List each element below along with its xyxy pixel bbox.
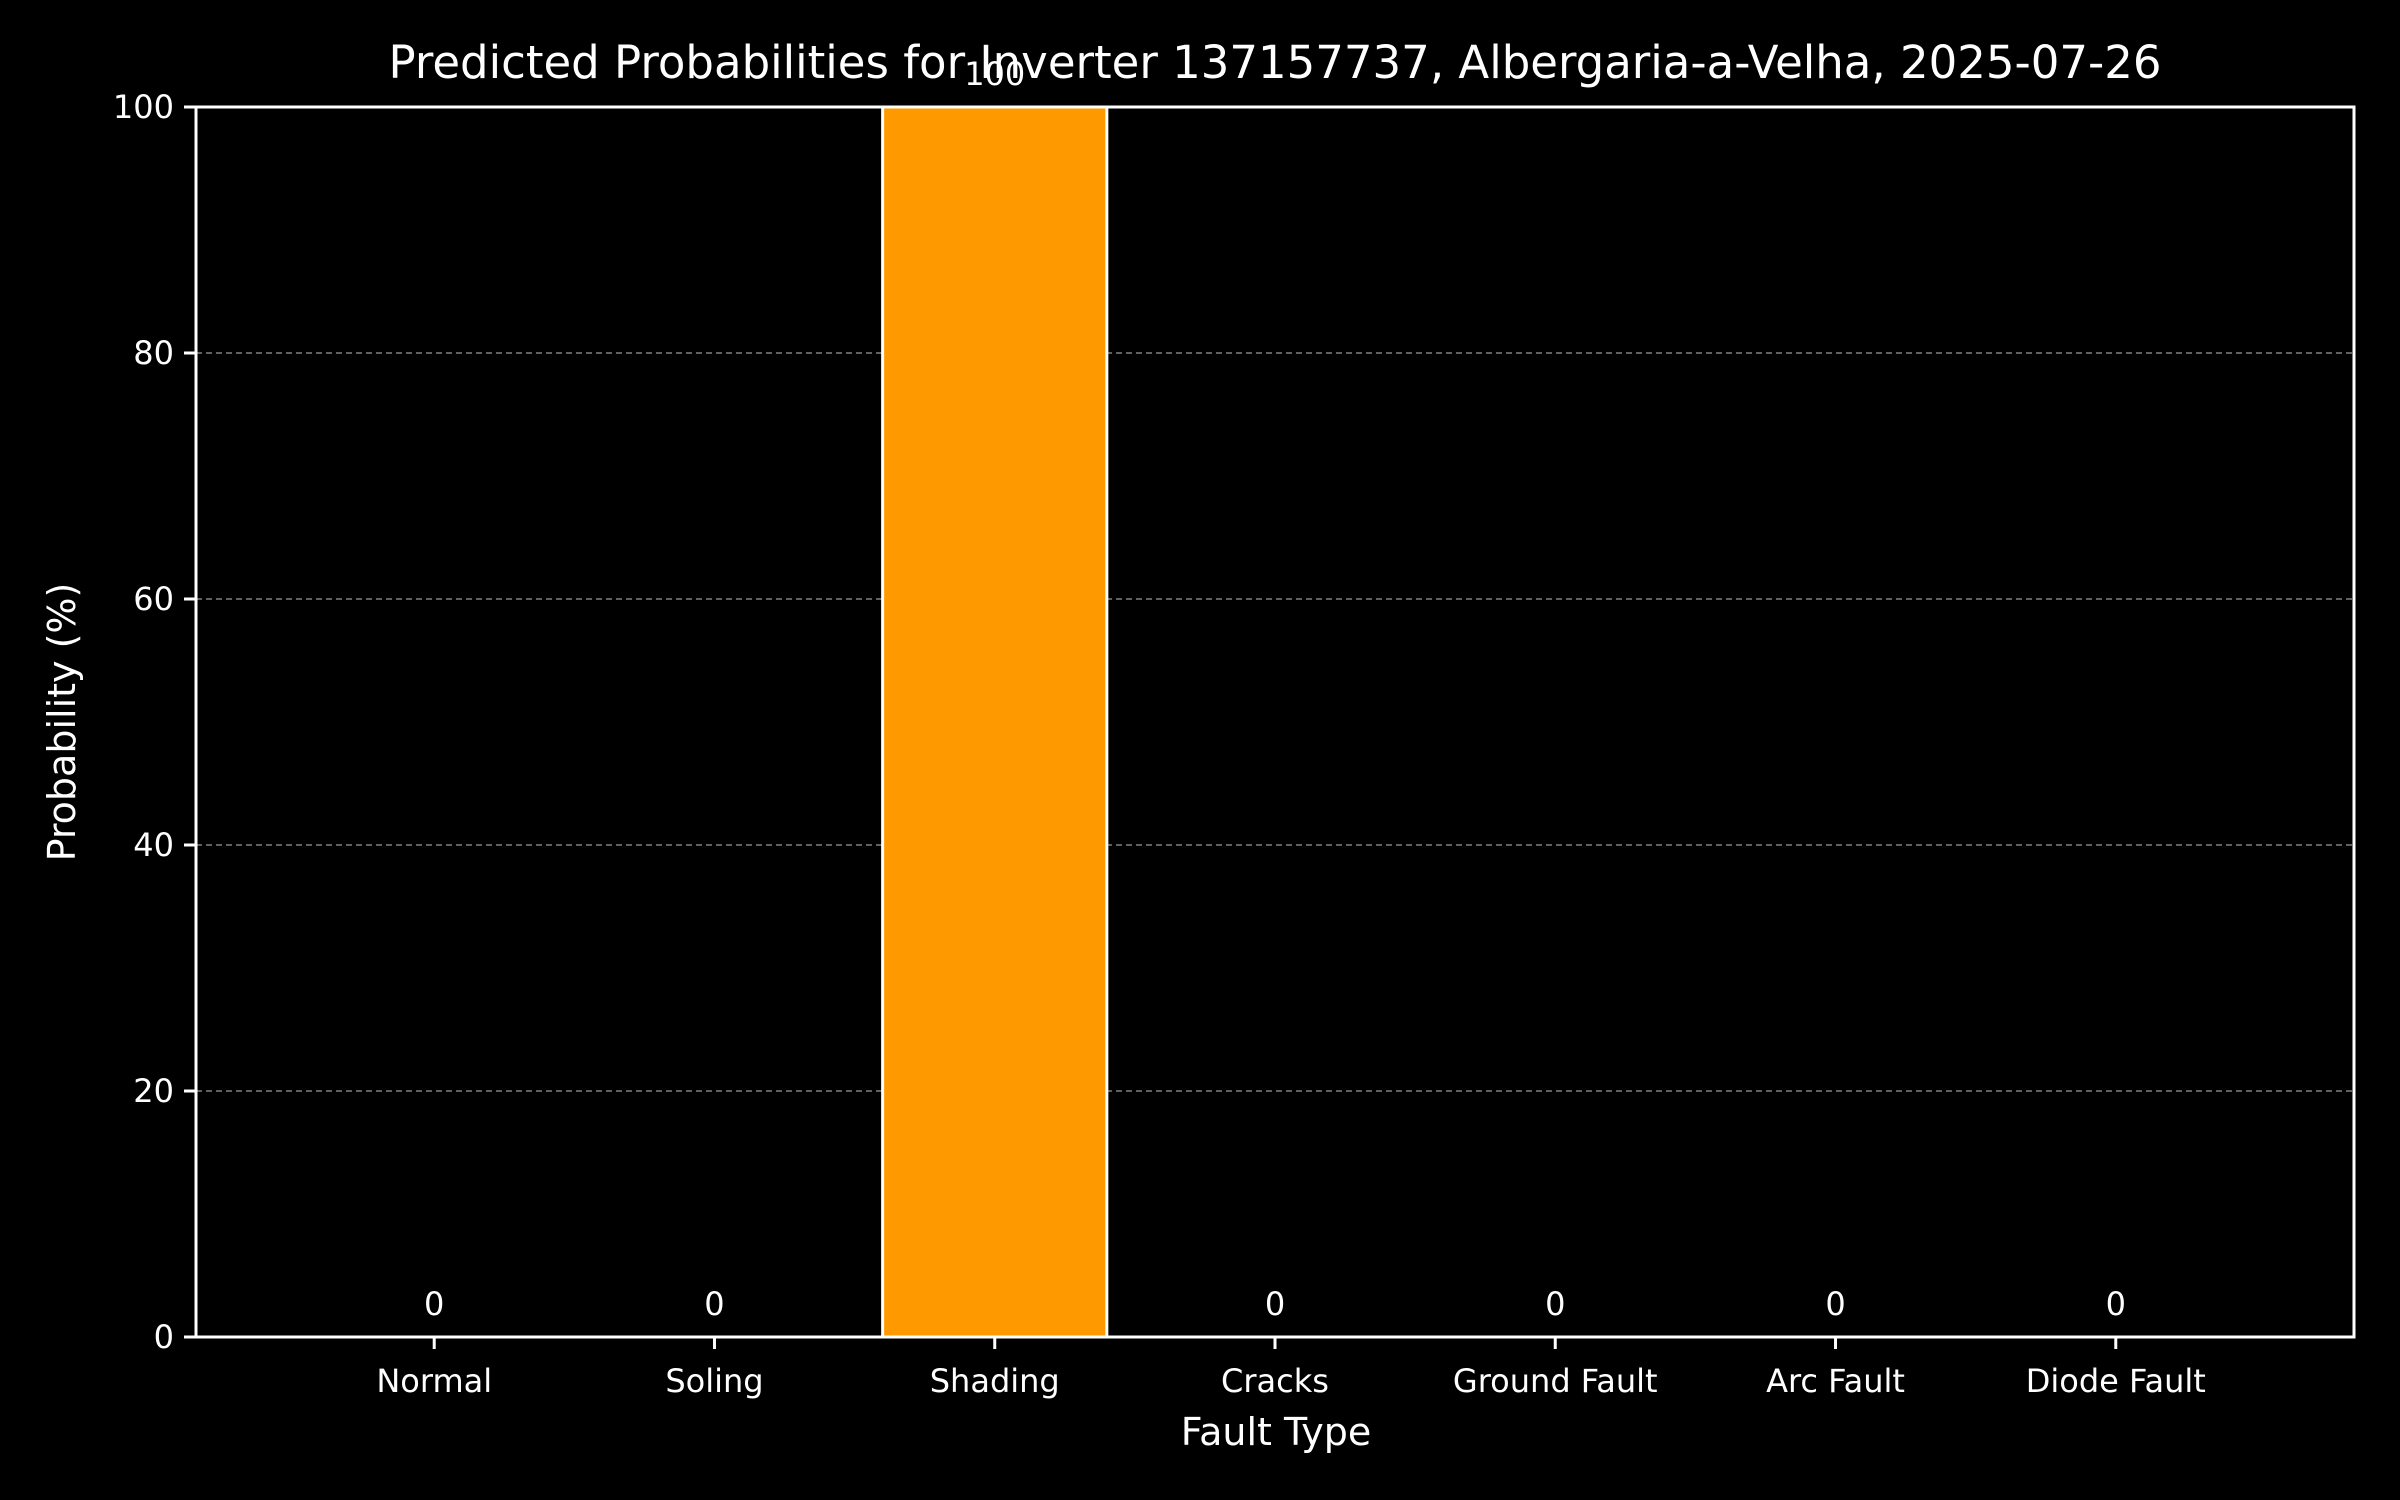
y-tick-label: 60 — [133, 580, 174, 618]
y-axis-label: Probability (%) — [40, 583, 84, 862]
data-labels: 0 0 100 0 0 0 0 — [424, 55, 2126, 1323]
bars — [881, 105, 1109, 1339]
x-tick-label: Ground Fault — [1453, 1362, 1658, 1400]
bar-shading — [881, 105, 1109, 1339]
x-tick-label: Cracks — [1221, 1362, 1329, 1400]
x-tick-label: Shading — [930, 1362, 1060, 1400]
x-tick-label: Diode Fault — [2026, 1362, 2206, 1400]
y-tick-label: 0 — [154, 1318, 174, 1356]
data-label: 0 — [704, 1285, 724, 1323]
y-tick-label: 80 — [133, 334, 174, 372]
chart-title: Predicted Probabilities for Inverter 137… — [388, 36, 2161, 89]
data-label: 100 — [964, 55, 1025, 93]
x-tick-label: Normal — [376, 1362, 492, 1400]
x-axis-ticks: Normal Soling Shading Cracks Ground Fault Arc… — [376, 1337, 2206, 1400]
y-tick-label: 40 — [133, 826, 174, 864]
data-label: 0 — [1265, 1285, 1285, 1323]
data-label: 0 — [2106, 1285, 2126, 1323]
data-label: 0 — [424, 1285, 444, 1323]
data-label: 0 — [1545, 1285, 1565, 1323]
x-tick-label: Arc Fault — [1766, 1362, 1905, 1400]
y-tick-label: 100 — [113, 88, 174, 126]
x-tick-label: Soling — [665, 1362, 763, 1400]
data-label: 0 — [1825, 1285, 1845, 1323]
y-axis-ticks: 0 20 40 60 80 100 — [113, 88, 196, 1356]
y-tick-label: 20 — [133, 1072, 174, 1110]
x-axis-label: Fault Type — [1181, 1410, 1372, 1454]
